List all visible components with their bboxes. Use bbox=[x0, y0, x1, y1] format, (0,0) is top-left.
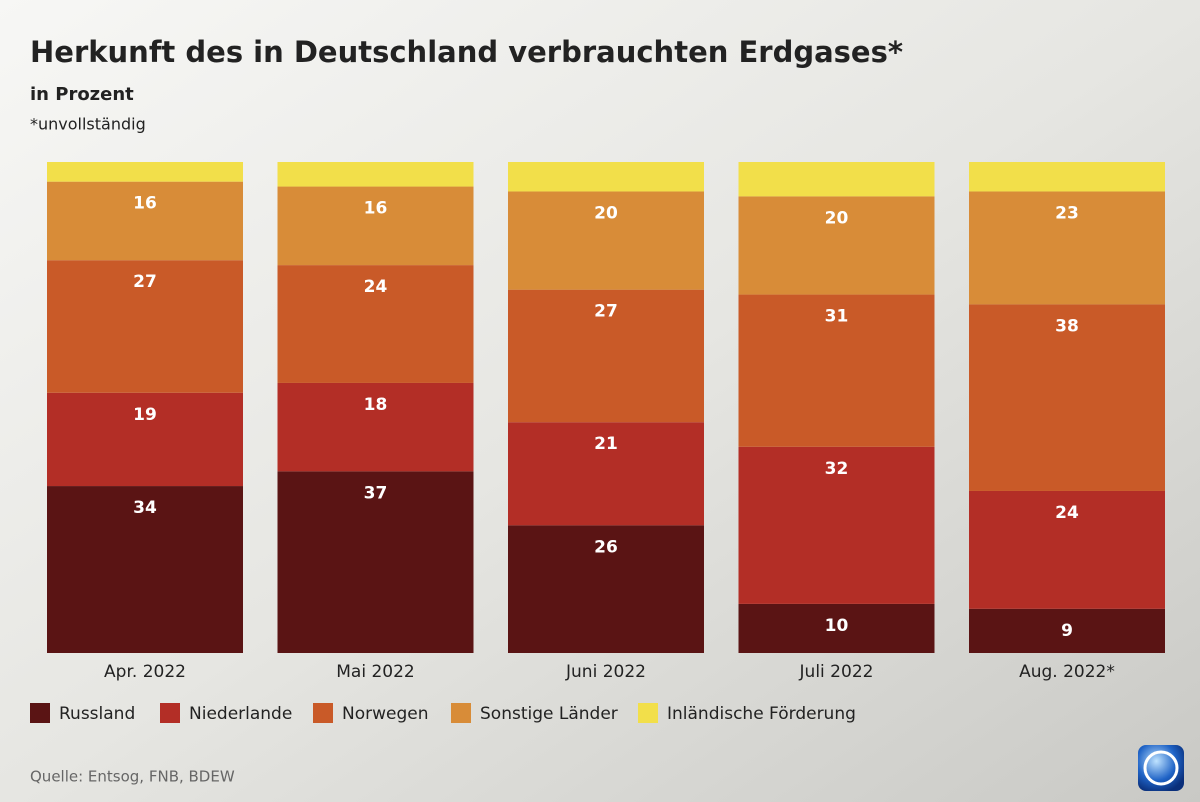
data-label: 19 bbox=[133, 405, 157, 425]
chart-title: Herkunft des in Deutschland verbrauchten… bbox=[30, 35, 903, 69]
data-label: 37 bbox=[364, 483, 388, 503]
bar-segment bbox=[47, 181, 243, 261]
bar-segment bbox=[277, 162, 474, 187]
bar-segment bbox=[508, 162, 704, 192]
legend-swatch bbox=[638, 703, 658, 723]
bar-segment bbox=[47, 260, 243, 393]
bar-segment bbox=[738, 162, 935, 197]
chart-note: *unvollständig bbox=[30, 115, 146, 134]
chart-subtitle: in Prozent bbox=[30, 84, 134, 105]
data-label: 21 bbox=[594, 434, 618, 454]
data-label: 18 bbox=[364, 395, 388, 415]
bar-segment bbox=[47, 486, 243, 653]
data-label: 16 bbox=[364, 199, 388, 219]
data-label: 26 bbox=[594, 537, 618, 557]
legend-label: Inländische Förderung bbox=[667, 704, 856, 724]
data-label: 32 bbox=[825, 459, 849, 479]
data-label: 9 bbox=[1061, 621, 1073, 641]
legend-swatch bbox=[451, 703, 471, 723]
bar-segment bbox=[738, 294, 935, 447]
bar-segment bbox=[738, 446, 935, 604]
logo bbox=[1138, 745, 1184, 791]
legend-swatch bbox=[313, 703, 333, 723]
data-label: 16 bbox=[133, 194, 157, 214]
data-label: 27 bbox=[133, 272, 157, 292]
bar-segment bbox=[277, 186, 474, 266]
x-tick-label: Juli 2022 bbox=[799, 662, 874, 682]
legend-swatch bbox=[30, 703, 50, 723]
data-label: 31 bbox=[825, 307, 849, 327]
bar-segment bbox=[969, 608, 1165, 653]
x-tick-label: Juni 2022 bbox=[565, 662, 646, 682]
bar-segment bbox=[277, 382, 474, 472]
data-label: 24 bbox=[364, 277, 388, 297]
bar-segment bbox=[508, 289, 704, 423]
legend-label: Norwegen bbox=[342, 704, 429, 724]
legend-label: Niederlande bbox=[189, 704, 292, 724]
bar-segment bbox=[277, 265, 474, 383]
bar-segment bbox=[969, 162, 1165, 192]
bar-segment bbox=[508, 525, 704, 653]
legend-label: Russland bbox=[59, 704, 135, 724]
data-label: 20 bbox=[594, 203, 618, 223]
bar-segment bbox=[969, 304, 1165, 491]
data-label: 20 bbox=[825, 208, 849, 228]
bar-segment bbox=[47, 392, 243, 487]
legend-label: Sonstige Länder bbox=[480, 704, 618, 724]
bar-segment bbox=[969, 490, 1165, 609]
bar-segment bbox=[738, 603, 935, 653]
legend-swatch bbox=[160, 703, 180, 723]
source: Quelle: Entsog, FNB, BDEW bbox=[30, 768, 235, 786]
data-label: 24 bbox=[1055, 503, 1079, 523]
x-tick-label: Apr. 2022 bbox=[104, 662, 186, 682]
data-label: 38 bbox=[1055, 316, 1079, 336]
x-tick-label: Mai 2022 bbox=[336, 662, 414, 682]
bar-segment bbox=[508, 422, 704, 526]
data-label: 34 bbox=[133, 498, 157, 518]
bar-segment bbox=[969, 191, 1165, 305]
data-label: 10 bbox=[825, 616, 849, 636]
bar-segment bbox=[47, 162, 243, 182]
x-tick-label: Aug. 2022* bbox=[1019, 662, 1115, 682]
bar-segment bbox=[508, 191, 704, 290]
data-label: 27 bbox=[594, 302, 618, 322]
bar-segment bbox=[277, 471, 474, 653]
bar-segment bbox=[738, 196, 935, 295]
data-label: 23 bbox=[1055, 203, 1079, 223]
